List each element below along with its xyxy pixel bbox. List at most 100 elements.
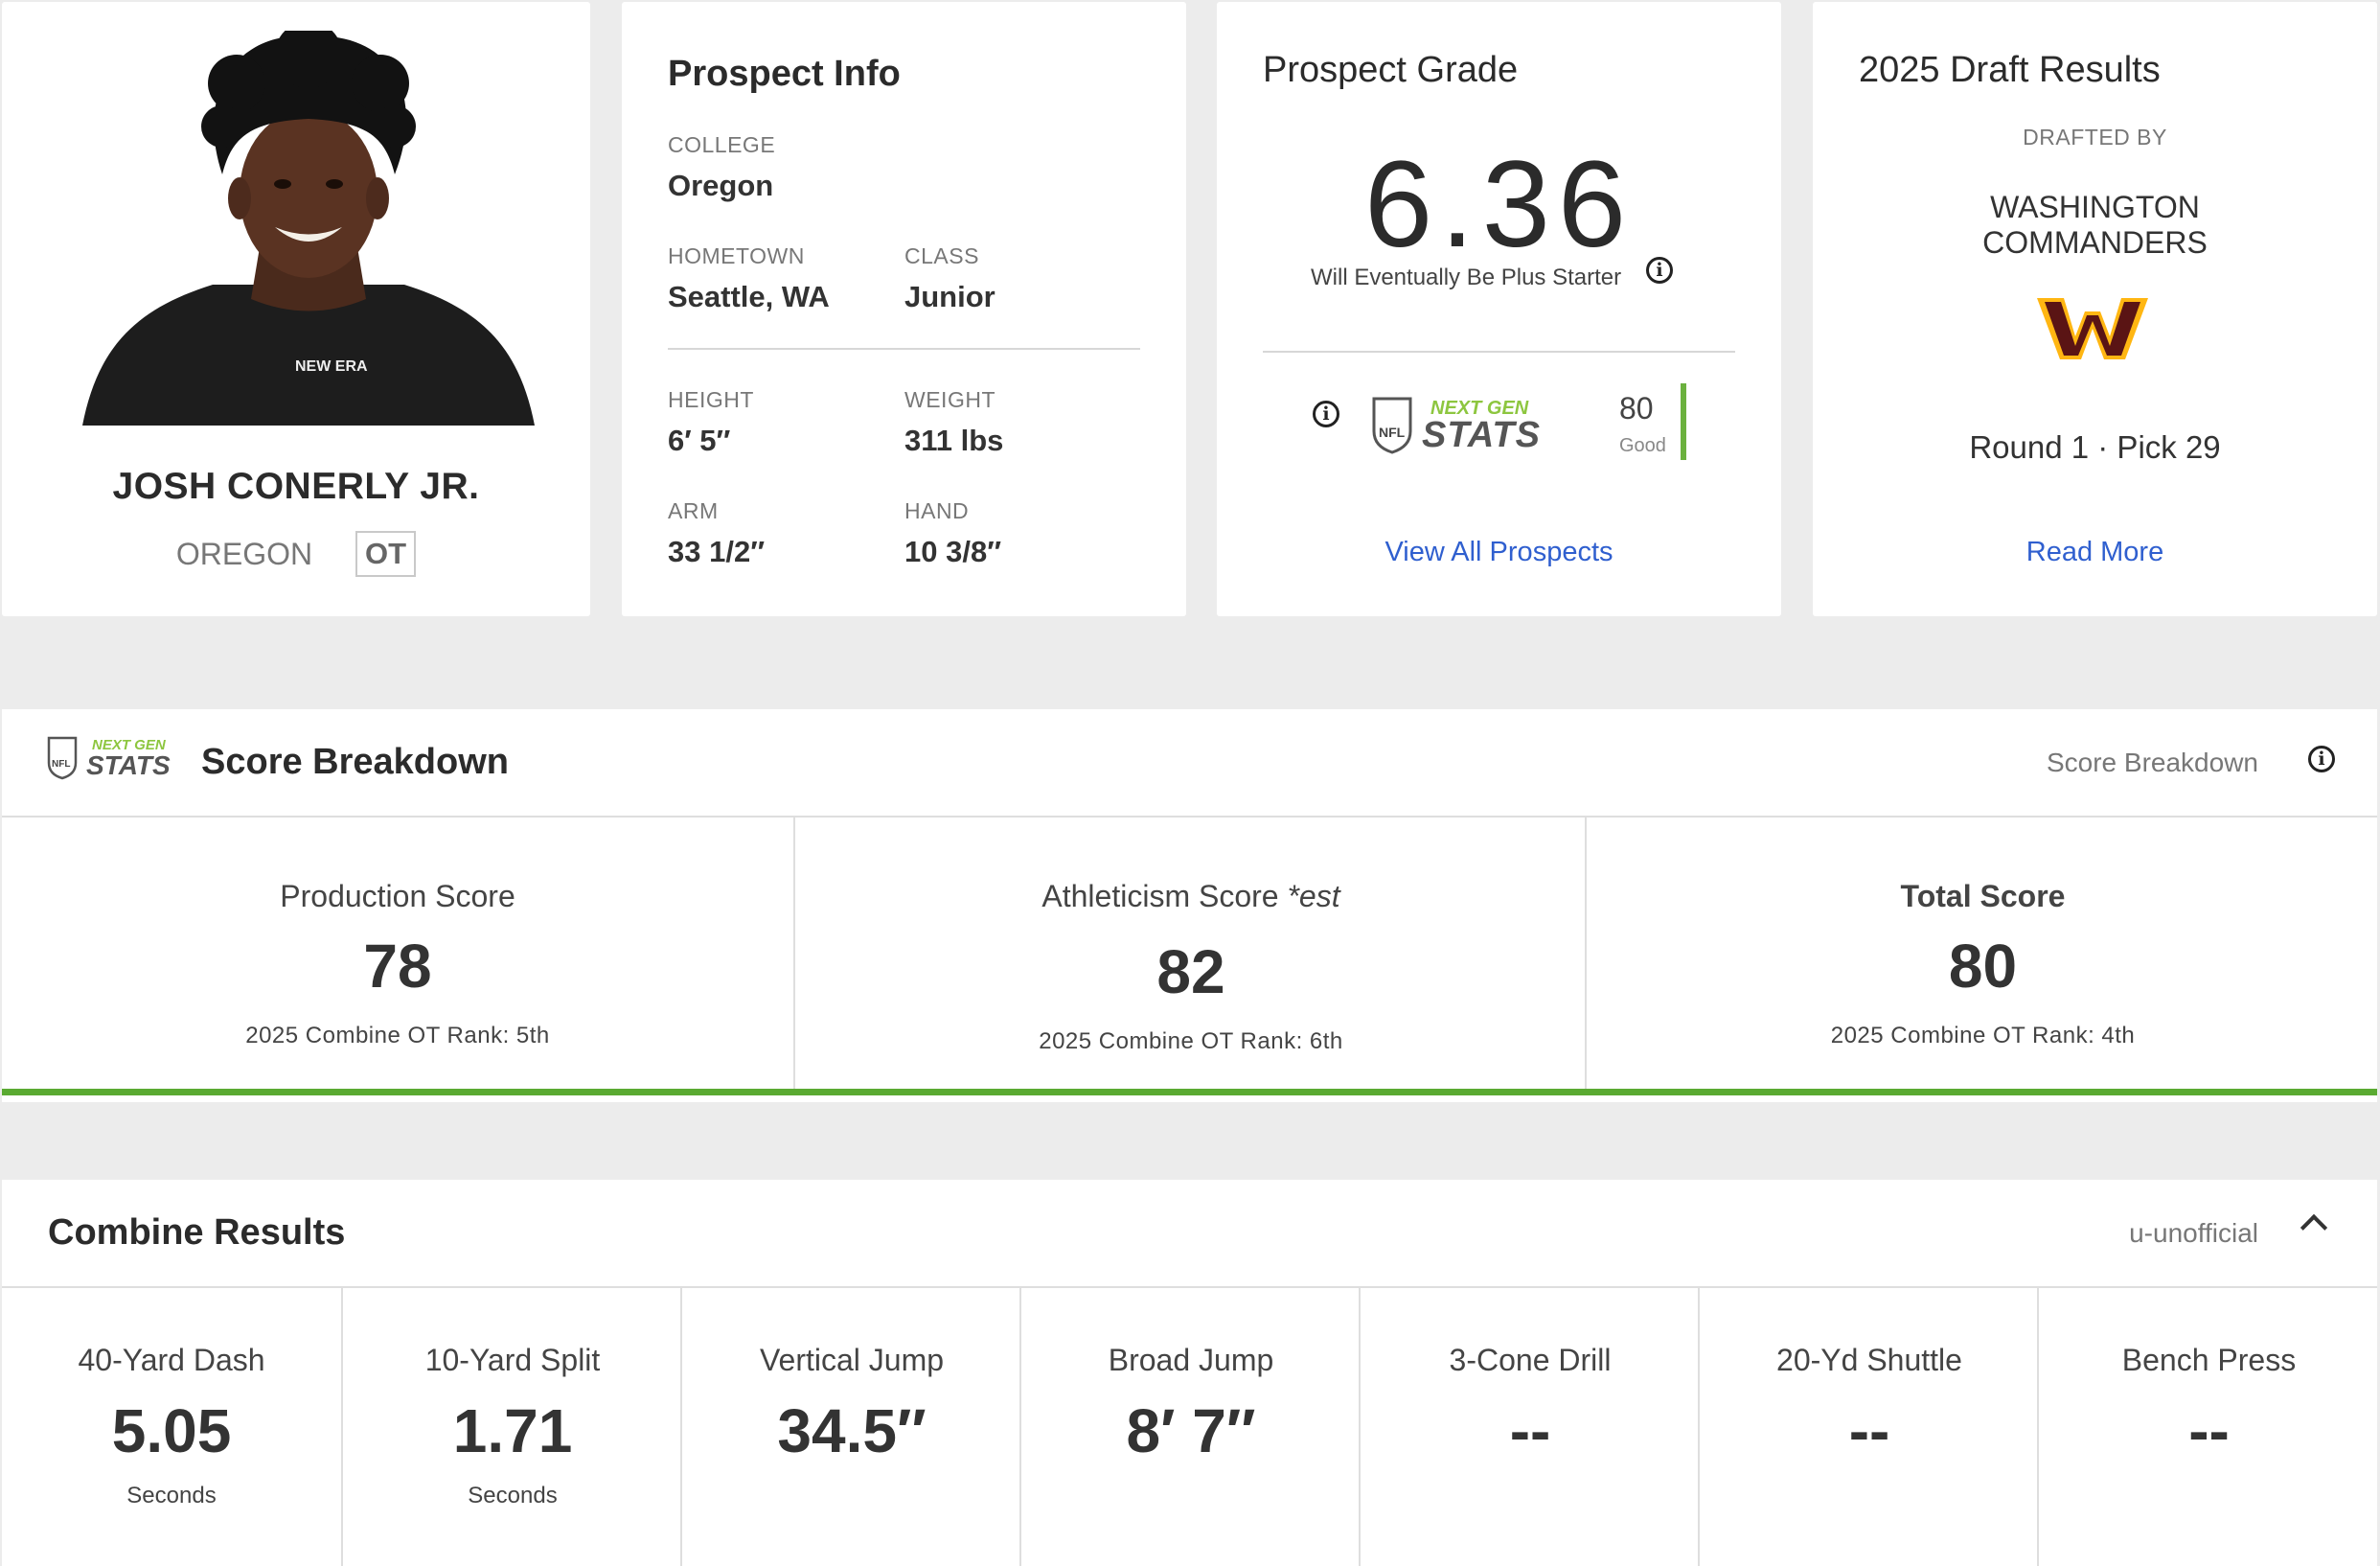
combine-value: 5.05 (111, 1396, 232, 1465)
player-headshot: NEW ERA (82, 31, 535, 426)
combine-cell-3-cone-drill: 3-Cone Drill -- (1359, 1288, 1700, 1566)
combine-cell-10-yard-split: 10-Yard Split 1.71 Seconds (341, 1288, 682, 1566)
player-school-position: OREGON OT (2, 531, 590, 577)
estimate-marker: *est (1287, 879, 1340, 913)
prospect-info-card: Prospect Info COLLEGE Oregon HOMETOWN Se… (622, 2, 1186, 616)
unofficial-label: u-unofficial (2129, 1218, 2258, 1248)
ngs-score-label: Good (1619, 435, 1666, 456)
score-label-text: Production Score (280, 879, 515, 913)
score-value: 82 (1156, 937, 1225, 1006)
score-accent-bar (2, 1089, 2377, 1095)
combine-unit: Seconds (126, 1483, 217, 1508)
college-label: COLLEGE (668, 132, 776, 157)
score-breakdown-header: NFL NEXT GEN STATS Score Breakdown Score… (2, 709, 2377, 818)
player-card: NEW ERA JOSH CONERLY JR. OREGON OT (2, 2, 590, 616)
combine-value: 1.71 (452, 1396, 573, 1465)
prospect-grade-value: 6.36 (1363, 136, 1635, 273)
combine-unit: Seconds (468, 1483, 558, 1508)
athleticism-score-cell: Athleticism Score *est 82 2025 Combine O… (793, 818, 1587, 1095)
drafted-by-label: DRAFTED BY (2023, 125, 2167, 150)
score-rank: 2025 Combine OT Rank: 6th (1039, 1028, 1343, 1054)
height-value: 6′ 5″ (668, 424, 731, 457)
ngs-logo-nfl: NFL (1379, 425, 1406, 440)
class-label: CLASS (904, 243, 979, 268)
score-label: Production Score (2, 879, 793, 914)
combine-value: -- (1509, 1396, 1551, 1465)
next-gen-stats-logo: NFL NEXT GEN STATS (1372, 397, 1541, 454)
chevron-up-icon[interactable] (2300, 1213, 2328, 1242)
combine-cell-broad-jump: Broad Jump 8′ 7″ (1019, 1288, 1361, 1566)
combine-label: 10-Yard Split (424, 1343, 601, 1377)
combine-label: 20-Yd Shuttle (1776, 1343, 1962, 1377)
grade-info-icon[interactable]: i (1646, 257, 1673, 284)
position-badge: OT (355, 531, 417, 577)
ngs-logo-top: NEXT GEN (1430, 398, 1529, 419)
score-breakdown-header-label: Score Breakdown (2046, 748, 2258, 777)
score-breakdown-title: Score Breakdown (201, 742, 509, 782)
score-label: Athleticism Score *est (795, 879, 1587, 914)
grade-divider (1263, 351, 1735, 353)
prospect-grade-title: Prospect Grade (1263, 50, 1519, 90)
combine-value: 8′ 7″ (1126, 1396, 1256, 1465)
draft-results-card: 2025 Draft Results DRAFTED BY WASHINGTON… (1813, 2, 2377, 616)
combine-value: -- (1848, 1396, 1890, 1465)
draft-results-title: 2025 Draft Results (1859, 50, 2161, 90)
combine-cells: 40-Yard Dash 5.05 Seconds 10-Yard Split … (2, 1288, 2377, 1566)
ngs-small-logo-top: NEXT GEN (92, 737, 167, 753)
score-label: Total Score (1587, 879, 2379, 914)
score-cells: Production Score 78 2025 Combine OT Rank… (2, 818, 2377, 1095)
arm-label: ARM (668, 498, 719, 523)
combine-cell-bench-press: Bench Press -- (2037, 1288, 2379, 1566)
combine-results-header[interactable]: Combine Results u-unofficial (2, 1180, 2377, 1288)
score-breakdown-info-icon[interactable]: i (2308, 746, 2335, 772)
player-school: OREGON (175, 536, 313, 571)
prospect-grade-card: Prospect Grade 6.36 Will Eventually Be P… (1217, 2, 1781, 616)
ngs-logo-bottom: STATS (1422, 415, 1541, 454)
combine-cell-vertical-jump: Vertical Jump 34.5″ (680, 1288, 1021, 1566)
next-gen-stats-small-logo: NFL NEXT GEN STATS (47, 736, 171, 780)
combine-value: 34.5″ (777, 1396, 927, 1465)
combine-results-title: Combine Results (48, 1212, 346, 1253)
ngs-info-icon[interactable]: i (1313, 401, 1339, 427)
commanders-logo-icon (2037, 298, 2148, 359)
ngs-score-bar (1681, 383, 1686, 460)
hand-label: HAND (904, 498, 970, 523)
height-label: HEIGHT (668, 387, 754, 412)
score-value: 80 (1948, 932, 2018, 1001)
score-label-text: Athleticism Score (1041, 879, 1288, 913)
combine-cell-20-yd-shuttle: 20-Yd Shuttle -- (1698, 1288, 2039, 1566)
hometown-value: Seattle, WA (668, 280, 830, 313)
arm-value: 33 1/2″ (668, 535, 766, 568)
combine-label: 40-Yard Dash (78, 1343, 265, 1377)
svg-text:NEW ERA: NEW ERA (295, 358, 368, 375)
score-breakdown-section: NFL NEXT GEN STATS Score Breakdown Score… (2, 709, 2377, 1102)
prospect-grade-description: Will Eventually Be Plus Starter (1311, 265, 1622, 290)
score-value: 78 (363, 932, 432, 1001)
combine-label: Vertical Jump (759, 1343, 945, 1377)
info-divider (668, 348, 1140, 350)
hometown-label: HOMETOWN (668, 243, 805, 268)
team-name: WASHINGTON COMMANDERS (1813, 190, 2377, 261)
team-name-line1: WASHINGTON (1990, 190, 2200, 224)
team-name-line2: COMMANDERS (1982, 225, 2208, 260)
read-more-link[interactable]: Read More (2025, 537, 2164, 567)
combine-results-section: Combine Results u-unofficial 40-Yard Das… (2, 1180, 2377, 1566)
ngs-score: 80 (1619, 391, 1654, 426)
ngs-small-logo-bottom: STATS (86, 750, 171, 780)
combine-label: Broad Jump (1108, 1343, 1274, 1377)
draft-pick: Round 1 · Pick 29 (1969, 429, 2221, 465)
player-name: JOSH CONERLY JR. (112, 466, 480, 507)
combine-cell-40-yard-dash: 40-Yard Dash 5.05 Seconds (2, 1288, 341, 1566)
combine-value: -- (2188, 1396, 2230, 1465)
weight-label: WEIGHT (904, 387, 995, 412)
class-value: Junior (904, 280, 995, 313)
view-all-prospects-link[interactable]: View All Prospects (1385, 537, 1613, 567)
score-label-text: Total Score (1900, 879, 2066, 913)
score-rank: 2025 Combine OT Rank: 5th (245, 1023, 550, 1048)
hand-value: 10 3/8″ (904, 535, 1002, 568)
prospect-info-title: Prospect Info (668, 54, 901, 94)
total-score-cell: Total Score 80 2025 Combine OT Rank: 4th (1585, 818, 2379, 1095)
score-rank: 2025 Combine OT Rank: 4th (1830, 1023, 2136, 1048)
college-value: Oregon (668, 169, 774, 202)
ngs-small-logo-nfl: NFL (52, 759, 70, 770)
